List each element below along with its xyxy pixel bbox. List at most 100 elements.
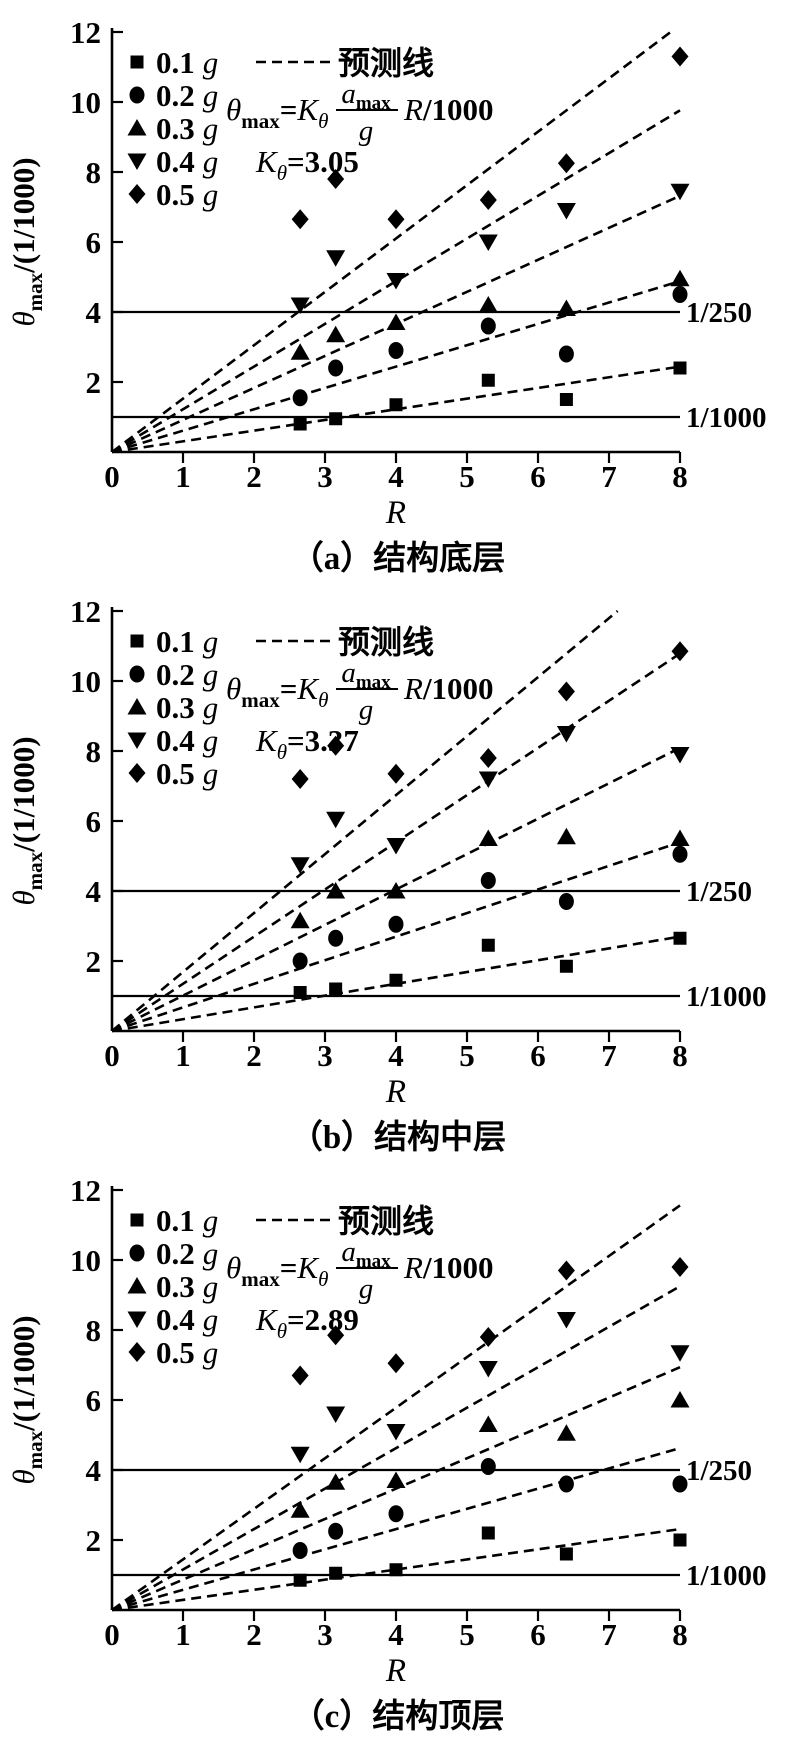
y-axis-title: θmax/(1/1000) [6,736,47,905]
data-point [556,299,576,316]
legend-label: 0.1 g [156,624,218,659]
legend-triangle-down-icon [127,153,147,170]
formula-main: θmax=Kθ [226,92,328,133]
data-point [329,982,343,996]
data-point [478,829,498,846]
legend-label: 0.4 g [156,1302,218,1337]
x-tick-label: 5 [459,1038,475,1073]
y-tick-label: 8 [86,1313,102,1348]
legend-line-label: 预测线 [338,45,434,81]
data-point [291,209,309,230]
legend-label: 0.4 g [156,723,218,758]
data-point [556,1312,576,1329]
data-point [557,681,575,702]
data-point [389,398,403,412]
data-point [671,641,689,662]
data-point [673,1533,687,1547]
data-point [480,872,496,889]
figure-b: 2 4 6 8 10 12 0 1 2 3 4 5 6 7 8 1/250 1/1000 0.1 g 0.2 g 0.3 g… [0,583,796,1162]
data-point [326,325,346,343]
legend-circle-icon [129,1244,145,1262]
data-point [291,769,309,789]
y-tick-label: 10 [70,664,101,699]
formula-tail: R/1000 [403,671,494,706]
y-tick-label: 6 [86,1383,102,1418]
data-point [292,389,308,407]
data-point [328,929,344,947]
prediction-line [111,1204,681,1612]
data-point [478,771,498,788]
data-point [293,1573,307,1587]
data-point [670,183,690,201]
y-tick-label: 2 [86,1523,102,1558]
formula-main: θmax=Kθ [226,1250,328,1291]
data-point [558,345,574,363]
x-axis-title: R [385,1074,406,1110]
y-tick-label: 12 [70,15,101,50]
legend-diamond-icon [128,763,146,783]
data-point [479,748,497,768]
legend-triangle-up-icon [127,698,147,715]
data-point [389,1563,403,1577]
data-point [478,296,498,313]
data-point [293,986,307,999]
legend-label: 0.2 g [156,1236,218,1271]
k-theta-value: Kθ=3.05 [255,144,359,185]
x-tick-label: 8 [672,1038,688,1073]
data-point [672,1475,688,1493]
data-point [290,297,310,314]
x-tick-label: 6 [530,1038,546,1073]
data-point [387,763,405,784]
data-point [326,1406,346,1423]
data-point [329,412,343,426]
data-point [327,1325,345,1346]
data-point [559,1547,573,1561]
data-point [557,1260,575,1281]
x-tick-label: 8 [672,459,688,494]
data-point [481,938,495,952]
legend-label: 0.3 g [156,690,218,725]
x-tick-label: 8 [672,1617,688,1652]
legend-circle-icon [129,665,145,683]
x-tick-label: 1 [175,459,191,494]
legend-triangle-up-icon [127,1277,147,1294]
data-point [386,313,406,330]
data-point [387,209,405,230]
data-point [670,747,690,764]
formula-tail: R/1000 [403,92,494,127]
data-point [326,250,346,267]
x-tick-label: 6 [530,459,546,494]
y-tick-label: 12 [70,594,101,629]
x-tick-label: 0 [104,1038,120,1073]
legend-label: 0.1 g [156,1203,218,1238]
legend-label: 0.1 g [156,45,218,80]
y-axis-title: θmax/(1/1000) [6,157,47,326]
k-theta-value: Kθ=3.37 [255,723,359,764]
x-tick-label: 0 [104,1617,120,1652]
data-point [290,1446,310,1464]
formula-denominator: g [359,115,374,147]
data-point [481,373,495,387]
y-tick-label: 10 [70,85,101,120]
legend-label: 0.3 g [156,1269,218,1304]
legend-circle-icon [129,86,145,104]
prediction-line [111,1285,681,1612]
data-point [293,417,307,431]
data-point [478,1415,498,1432]
x-tick-label: 1 [175,1038,191,1073]
formula-numerator: amax [341,78,391,114]
prediction-line [111,1446,681,1612]
x-axis-title: R [385,495,406,531]
y-tick-label: 8 [86,155,102,190]
data-point [291,1365,309,1386]
figure-c-caption: （c）结构顶层 [291,1699,505,1735]
x-tick-label: 3 [317,459,333,494]
data-point [670,829,690,846]
data-point [326,882,346,899]
x-tick-label: 4 [388,459,404,494]
legend-square-icon [130,55,144,69]
data-point [290,911,310,929]
x-tick-label: 7 [601,1038,617,1073]
data-point [556,1424,576,1441]
legend-label: 0.3 g [156,111,218,146]
